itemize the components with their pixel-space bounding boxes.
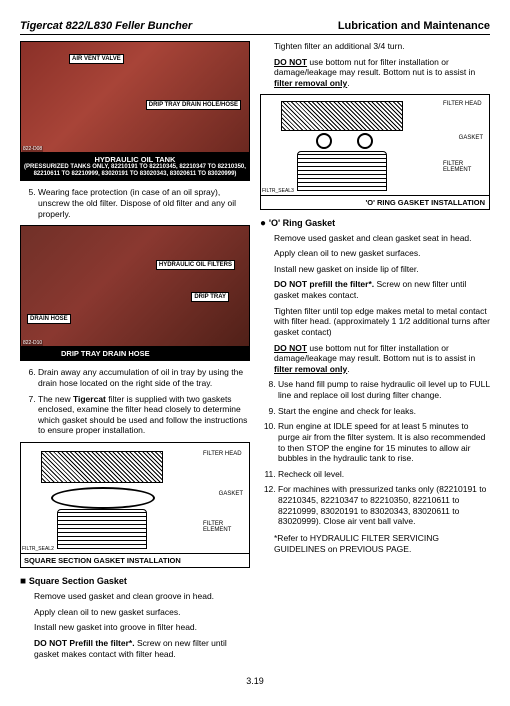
step-7: The new Tigercat filter is supplied with…: [38, 394, 250, 437]
para-tighten: Tighten filter an additional 3/4 turn.: [274, 41, 490, 52]
label-filter-head: FILTER HEAD: [203, 451, 243, 457]
para-apply-oil: Apply clean oil to new gasket surfaces.: [274, 248, 490, 259]
bold-underline: DO NOT: [274, 57, 307, 67]
figure-hydraulic-oil-tank: AIR VENT VALVE DRIP TRAY DRAIN HOLE/HOSE…: [20, 41, 250, 181]
step-6: Drain away any accumulation of oil in tr…: [38, 367, 250, 388]
oring-left: [316, 133, 332, 149]
step-11: Recheck oil level.: [278, 469, 490, 480]
bold-text: DO NOT prefill the filter*.: [274, 279, 374, 289]
left-column: AIR VENT VALVE DRIP TRAY DRAIN HOLE/HOSE…: [20, 41, 250, 664]
para-install-gasket: Install new gasket on inside lip of filt…: [274, 264, 490, 275]
filter-head-shape: [41, 451, 163, 483]
callout-drip-tray: DRIP TRAY: [191, 292, 229, 302]
heading-square-gasket: Square Section Gasket: [20, 576, 250, 587]
figure-caption: HYDRAULIC OIL TANK (PRESSURIZED TANKS ON…: [21, 152, 249, 180]
callout-air-vent: AIR VENT VALVE: [69, 54, 124, 64]
steps-8-12: Use hand fill pump to raise hydraulic oi…: [260, 379, 490, 527]
para-do-not-prefill: DO NOT prefill the filter*. Screw on new…: [274, 279, 490, 300]
caption-title: HYDRAULIC OIL TANK: [24, 155, 246, 164]
footnote-refer: *Refer to HYDRAULIC FILTER SERVICING GUI…: [274, 533, 490, 554]
figure-caption: SQUARE SECTION GASKET INSTALLATION: [21, 553, 249, 567]
figure-id: 822-D08: [22, 146, 43, 152]
text: .: [347, 78, 349, 88]
figure-id: 822-D10: [22, 340, 43, 346]
header-right: Lubrication and Maintenance: [338, 20, 490, 32]
para-remove-gasket: Remove used gasket and clean gasket seat…: [274, 233, 490, 244]
filter-element-shape: [297, 151, 387, 191]
figure-square-gasket: FILTER HEAD GASKET FILTER ELEMENT FILTR_…: [20, 442, 250, 568]
step-9: Start the engine and check for leaks.: [278, 406, 490, 417]
bold-underline: filter removal only: [274, 78, 347, 88]
oring-right: [357, 133, 373, 149]
bold-text: DO NOT Prefill the filter*.: [34, 638, 135, 648]
diagram-square-gasket: FILTER HEAD GASKET FILTER ELEMENT FILTR_…: [21, 443, 249, 553]
bold-underline: filter removal only: [274, 364, 347, 374]
figure-id: FILTR_SEAL2: [22, 546, 54, 552]
para-apply-oil: Apply clean oil to new gasket surfaces.: [34, 607, 250, 618]
label-filter-element: FILTER ELEMENT: [443, 161, 483, 173]
callout-drain-hose: DRAIN HOSE: [27, 314, 71, 324]
step-12: For machines with pressurized tanks only…: [278, 484, 490, 527]
callout-oil-filters: HYDRAULIC OIL FILTERS: [156, 260, 235, 270]
para-do-not-bottom-nut: DO NOT use bottom nut for filter install…: [274, 57, 490, 89]
para-install-gasket: Install new gasket into groove in filter…: [34, 622, 250, 633]
step-8: Use hand fill pump to raise hydraulic oi…: [278, 379, 490, 400]
para-do-not-bottom-nut-2: DO NOT use bottom nut for filter install…: [274, 343, 490, 375]
para-remove-gasket: Remove used gasket and clean groove in h…: [34, 591, 250, 602]
header-left: Tigercat 822/L830 Feller Buncher: [20, 20, 192, 32]
main-columns: AIR VENT VALVE DRIP TRAY DRAIN HOLE/HOSE…: [20, 41, 490, 664]
right-column: Tighten filter an additional 3/4 turn. D…: [260, 41, 490, 664]
steps-6-7: Drain away any accumulation of oil in tr…: [20, 367, 250, 436]
para-tighten-metal: Tighten filter until top edge makes meta…: [274, 306, 490, 338]
figure-id: FILTR_SEAL3: [262, 188, 294, 194]
callout-drip-tray-hole: DRIP TRAY DRAIN HOLE/HOSE: [146, 100, 241, 110]
caption-sub: (PRESSURIZED TANKS ONLY, 82210191 TO 822…: [24, 164, 246, 178]
photo-hydraulic-tank: AIR VENT VALVE DRIP TRAY DRAIN HOLE/HOSE…: [21, 42, 249, 152]
figure-drip-tray: HYDRAULIC OIL FILTERS DRIP TRAY DRAIN HO…: [20, 225, 250, 361]
heading-oring-gasket: 'O' Ring Gasket: [260, 218, 490, 229]
para-do-not-prefill: DO NOT Prefill the filter*. Screw on new…: [34, 638, 250, 659]
label-filter-element: FILTER ELEMENT: [203, 521, 243, 533]
label-gasket: GASKET: [459, 135, 483, 141]
steps-5: Wearing face protection (in case of an o…: [20, 187, 250, 219]
diagram-oring-gasket: FILTER HEAD GASKET FILTER ELEMENT FILTR_…: [261, 95, 489, 195]
bold-underline: DO NOT: [274, 343, 307, 353]
label-gasket: GASKET: [219, 491, 243, 497]
page-header: Tigercat 822/L830 Feller Buncher Lubrica…: [20, 20, 490, 35]
filter-element-shape: [57, 509, 147, 549]
text: .: [347, 364, 349, 374]
figure-caption: DRIP TRAY DRAIN HOSE: [21, 346, 249, 360]
gasket-shape: [51, 487, 155, 509]
filter-head-shape: [281, 101, 403, 131]
step-10: Run engine at IDLE speed for at least 5 …: [278, 421, 490, 464]
photo-drip-tray: HYDRAULIC OIL FILTERS DRIP TRAY DRAIN HO…: [21, 226, 249, 346]
step-5: Wearing face protection (in case of an o…: [38, 187, 250, 219]
label-filter-head: FILTER HEAD: [443, 101, 483, 107]
page-number: 3.19: [20, 676, 490, 686]
figure-caption: 'O' RING GASKET INSTALLATION: [261, 195, 489, 209]
figure-oring-gasket: FILTER HEAD GASKET FILTER ELEMENT FILTR_…: [260, 94, 490, 210]
